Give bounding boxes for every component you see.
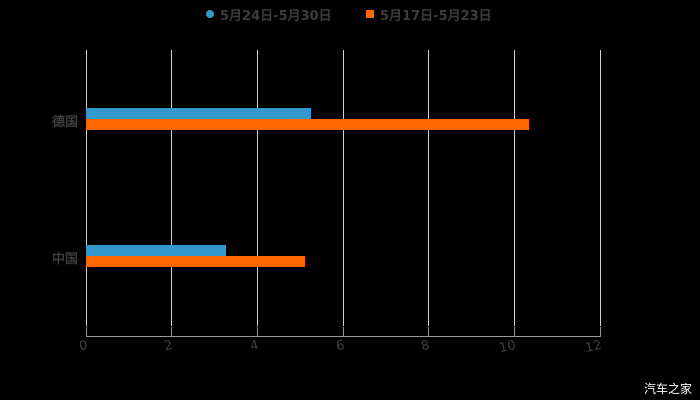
category-label-china: 中国	[51, 252, 78, 267]
legend-item-series-2[interactable]: 5月17日-5月23日	[366, 4, 492, 24]
bar-germany-series-1[interactable]	[86, 108, 311, 119]
x-tick-label: 2	[162, 338, 175, 355]
legend-item-series-1[interactable]: 5月24日-5月30日	[206, 4, 332, 24]
x-axis-tick	[514, 327, 515, 336]
category-label-germany: 德国	[51, 115, 78, 130]
legend-label: 5月17日-5月23日	[380, 8, 492, 24]
x-tick-label: 6	[334, 338, 347, 355]
x-axis-tick	[600, 327, 601, 336]
x-axis-tick	[257, 327, 258, 336]
x-axis-tick	[343, 327, 344, 336]
bar-china-series-2[interactable]	[86, 256, 305, 267]
gridline	[343, 50, 344, 326]
x-tick-label: 8	[419, 338, 432, 355]
x-tick-label: 10	[497, 338, 518, 357]
gridline	[257, 50, 258, 326]
bar-germany-series-2[interactable]	[86, 119, 529, 130]
x-axis-tick	[171, 327, 172, 336]
x-axis-line	[86, 336, 601, 337]
legend-square-icon	[366, 10, 374, 18]
chart-legend: 5月24日-5月30日 5月17日-5月23日	[0, 4, 700, 24]
x-axis-tick	[428, 327, 429, 336]
x-tick-label: 4	[248, 338, 261, 355]
gridline	[514, 50, 515, 326]
legend-circle-icon	[206, 10, 214, 18]
gridline	[428, 50, 429, 326]
legend-label: 5月24日-5月30日	[220, 8, 332, 24]
gridline	[86, 50, 87, 326]
gridline	[600, 50, 601, 326]
x-tick-label: 0	[77, 338, 90, 355]
x-tick-label: 12	[583, 338, 604, 357]
watermark: 汽车之家	[643, 382, 692, 396]
x-axis-tick	[86, 327, 87, 336]
gridline	[171, 50, 172, 326]
bar-china-series-1[interactable]	[86, 245, 226, 256]
